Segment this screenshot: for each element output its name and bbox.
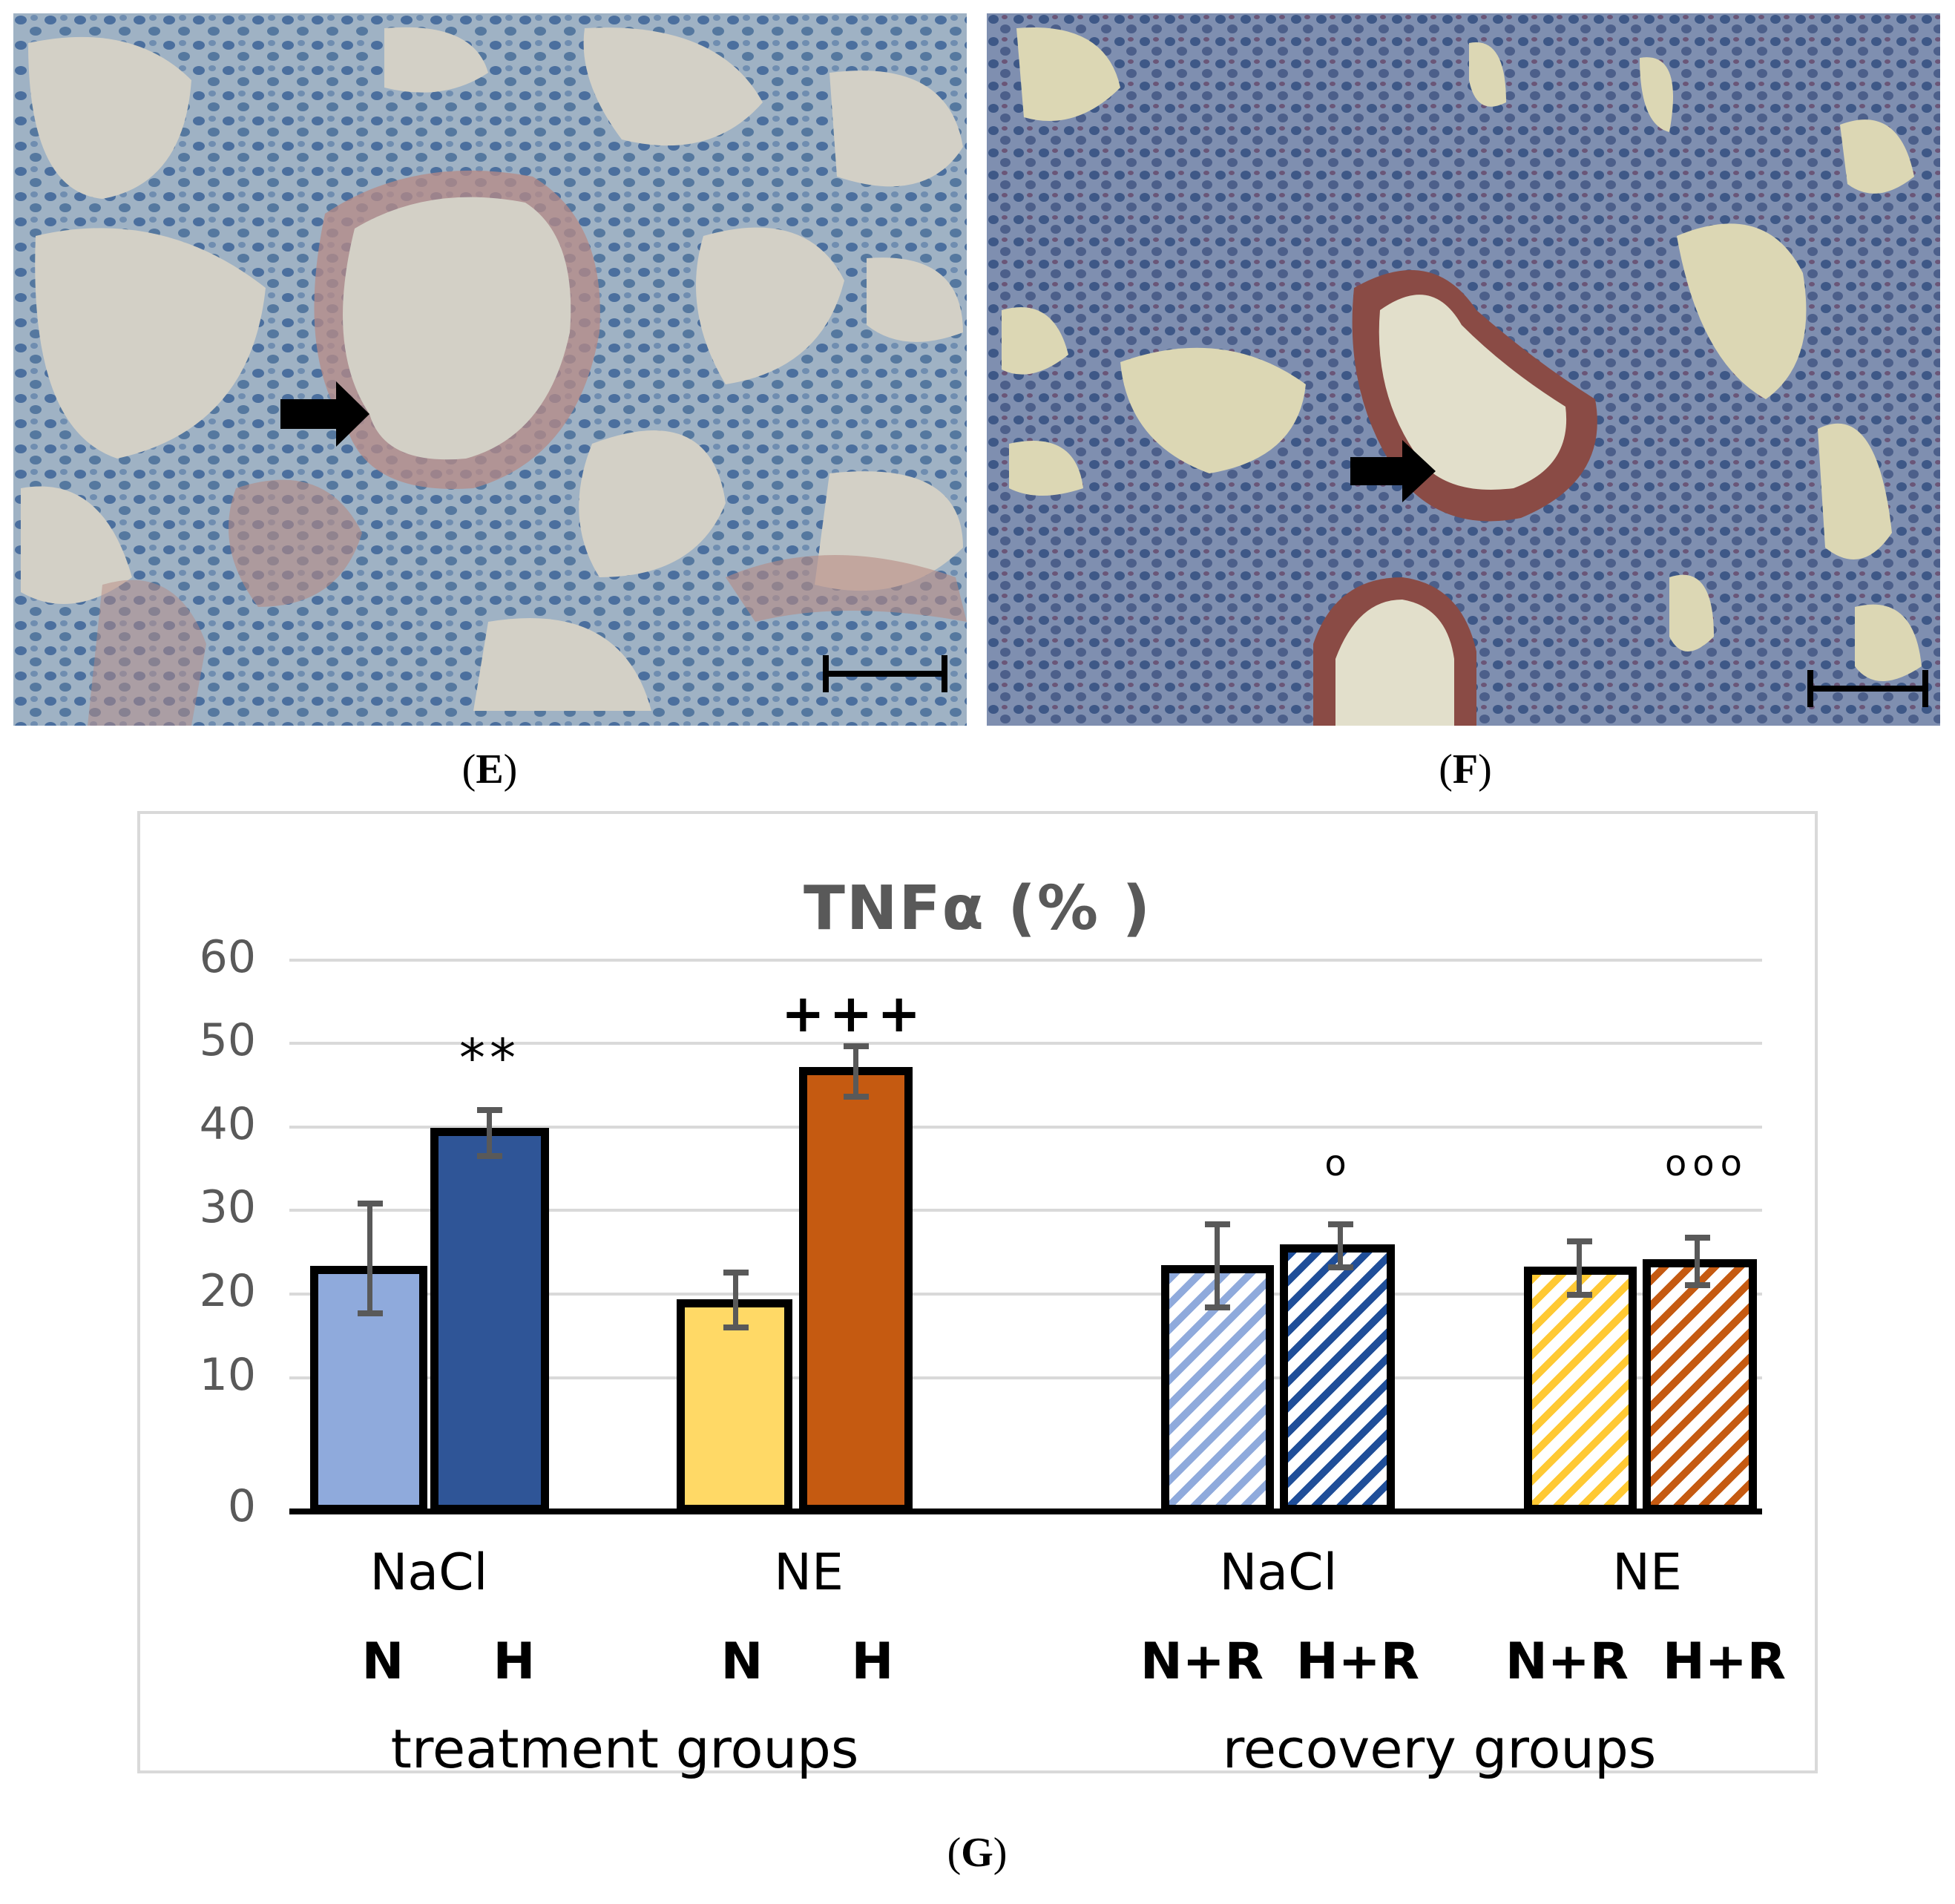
bar-nacl-hr — [1280, 1244, 1395, 1513]
error-cap — [1205, 1221, 1230, 1227]
gridline-30 — [289, 1209, 1762, 1212]
lung-tissue-image-e — [13, 13, 967, 726]
error-bar-nacl-nr — [1215, 1224, 1220, 1307]
error-cap — [477, 1107, 502, 1113]
significance-ne-h: +++ — [781, 983, 925, 1044]
significance-nacl-hr: o — [1324, 1143, 1351, 1184]
scale-bar — [1807, 670, 1928, 707]
bar-ne-n — [677, 1299, 792, 1513]
y-tick-30: 30 — [199, 1181, 256, 1233]
error-cap — [723, 1324, 749, 1330]
x-group-label-treatment: treatment groups — [390, 1718, 859, 1780]
bar-nacl-h — [430, 1128, 549, 1513]
error-bar-nacl-h — [487, 1110, 492, 1156]
bar-ne-h — [799, 1067, 913, 1513]
chart-title: TNFα (% ) — [803, 873, 1152, 944]
error-bar-nacl-hr — [1338, 1224, 1343, 1267]
x-label-nacl-treatment: NaCl — [369, 1543, 488, 1602]
y-tick-10: 10 — [199, 1349, 256, 1401]
significance-ne-hr: ooo — [1664, 1143, 1749, 1184]
x-group-label-recovery: recovery groups — [1222, 1718, 1657, 1780]
bar-ne-nr — [1524, 1267, 1637, 1513]
error-cap — [1685, 1235, 1710, 1241]
x-sub-label-n-r: N+R — [1140, 1632, 1264, 1691]
y-tick-20: 20 — [199, 1265, 256, 1317]
error-cap — [1328, 1264, 1353, 1270]
panel-label-g: (G) — [947, 1830, 1008, 1876]
x-label-ne-recovery: NE — [1612, 1543, 1682, 1602]
y-tick-40: 40 — [199, 1098, 256, 1150]
error-cap — [844, 1094, 869, 1100]
x-sub-label-n-r: N+R — [1505, 1632, 1629, 1691]
error-cap — [723, 1270, 749, 1276]
error-bar-ne-n — [733, 1273, 738, 1327]
micrograph-e — [13, 13, 967, 726]
x-label-ne-treatment: NE — [774, 1543, 844, 1602]
error-cap — [358, 1310, 383, 1316]
gridline-40 — [289, 1126, 1762, 1129]
error-bar-ne-h — [853, 1046, 858, 1097]
x-sub-label-h-r: H+R — [1662, 1632, 1787, 1691]
arrow-icon — [1350, 440, 1436, 502]
x-sub-label-n: N — [361, 1632, 404, 1691]
scale-bar — [823, 655, 947, 692]
lung-tissue-image-f — [987, 13, 1940, 726]
x-axis-line — [289, 1509, 1762, 1514]
error-bar-ne-nr — [1577, 1241, 1582, 1295]
error-cap — [477, 1153, 502, 1159]
y-tick-50: 50 — [199, 1014, 256, 1066]
error-cap — [1567, 1292, 1592, 1298]
x-label-nacl-recovery: NaCl — [1219, 1543, 1338, 1602]
error-cap — [844, 1043, 869, 1049]
error-cap — [1328, 1221, 1353, 1227]
gridline-10 — [289, 1376, 1762, 1379]
error-cap — [1205, 1304, 1230, 1310]
panel-label-e: (E) — [461, 746, 518, 792]
error-cap — [1567, 1238, 1592, 1244]
y-tick-60: 60 — [199, 931, 256, 983]
x-sub-label-h: H — [851, 1632, 894, 1691]
x-sub-label-h-r: H+R — [1295, 1632, 1420, 1691]
gridline-20 — [289, 1293, 1762, 1296]
error-cap — [1685, 1282, 1710, 1288]
panel-label-f: (F) — [1439, 746, 1492, 792]
y-tick-0: 0 — [227, 1480, 256, 1532]
error-bar-ne-hr — [1695, 1238, 1700, 1285]
x-sub-label-h: H — [493, 1632, 536, 1691]
error-bar-nacl-n — [367, 1204, 372, 1313]
error-cap — [358, 1201, 383, 1207]
gridline-50 — [289, 1042, 1762, 1045]
micrograph-f — [987, 13, 1940, 726]
significance-nacl-h: ** — [459, 1028, 520, 1089]
bar-ne-hr — [1643, 1259, 1757, 1513]
arrow-icon — [280, 381, 369, 447]
x-sub-label-n: N — [720, 1632, 763, 1691]
gridline-60 — [289, 959, 1762, 962]
